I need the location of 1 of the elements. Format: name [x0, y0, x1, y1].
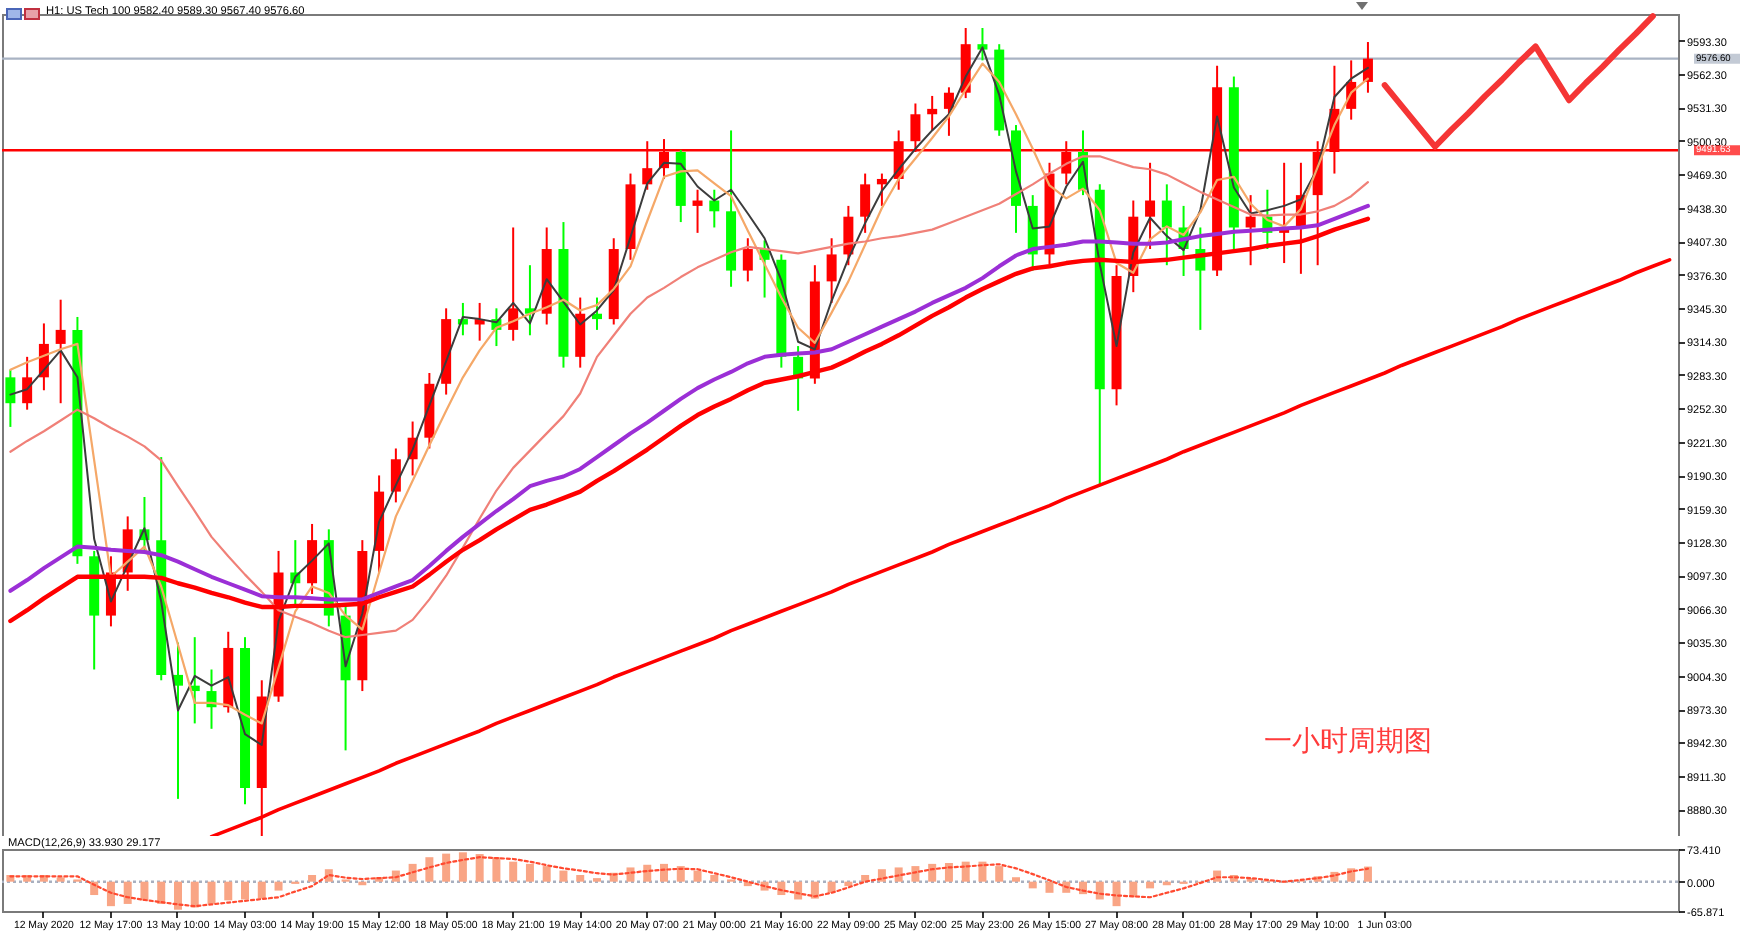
- annotation: 一小时周期图: [1263, 723, 1432, 756]
